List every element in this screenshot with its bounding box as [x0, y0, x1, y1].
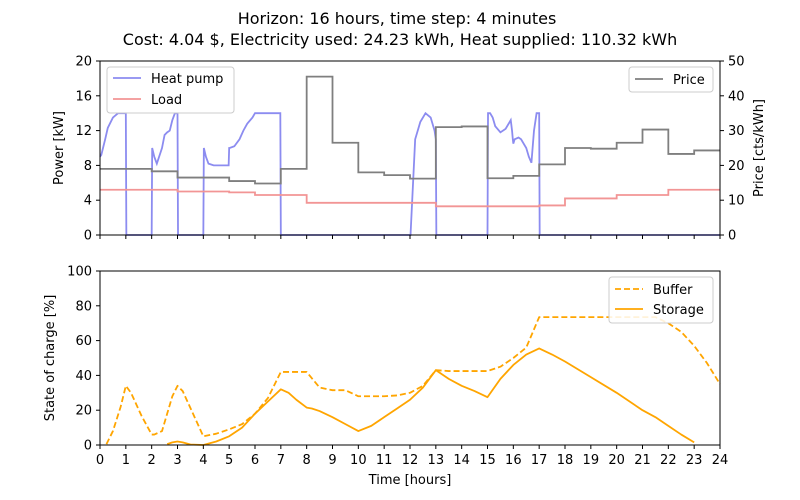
x-tick-label: 17	[531, 453, 548, 468]
legend-label: Price	[673, 73, 705, 88]
chart-title-line2: Cost: 4.04 $, Electricity used: 24.23 kW…	[123, 30, 677, 49]
x-tick-label: 14	[453, 453, 470, 468]
x-tick-label: 13	[428, 453, 445, 468]
y-axis-label-state-of-charge: State of charge [%]	[43, 295, 58, 422]
series-line-buffer	[105, 316, 721, 445]
x-tick-label: 11	[376, 453, 393, 468]
x-tick-label: 6	[251, 453, 259, 468]
legend-label: Storage	[653, 303, 704, 318]
x-tick-label: 10	[350, 453, 367, 468]
y-tick-label: 40	[75, 369, 92, 384]
y-tick-label-left: 16	[75, 89, 92, 104]
y-axis-label-price: Price [cts/kWh]	[752, 99, 767, 197]
x-tick-label: 8	[303, 453, 311, 468]
y-tick-label: 20	[75, 404, 92, 419]
x-tick-label: 24	[712, 453, 729, 468]
y-tick-label-left: 8	[84, 159, 92, 174]
power-price-axes: 0 4 8 12 16 20 0 10 20 30 40 50 Heat pump Load Price	[75, 55, 744, 244]
x-tick-label: 5	[225, 453, 233, 468]
x-tick-label: 7	[277, 453, 285, 468]
y-tick-label-right: 30	[728, 124, 745, 139]
x-tick-label: 12	[402, 453, 419, 468]
x-tick-label: 9	[328, 453, 336, 468]
y-tick-label: 0	[84, 439, 92, 454]
y-tick-label-left: 4	[84, 194, 92, 209]
y-tick-label-left: 12	[75, 124, 92, 139]
x-tick-label: 1	[122, 453, 130, 468]
x-tick-label: 4	[199, 453, 207, 468]
legend-label: Heat pump	[151, 72, 223, 87]
series-line-price	[100, 75, 720, 185]
y-tick-label-left: 20	[75, 55, 92, 70]
x-tick-label: 15	[479, 453, 496, 468]
x-tick-label: 16	[505, 453, 522, 468]
x-tick-label: 19	[583, 453, 600, 468]
chart-title-line1: Horizon: 16 hours, time step: 4 minutes	[238, 9, 557, 28]
y-tick-label-left: 0	[84, 229, 92, 244]
y-tick-label: 80	[75, 299, 92, 314]
y-axis-label-power: Power [kW]	[52, 111, 67, 185]
x-tick-label: 21	[634, 453, 651, 468]
x-tick-label: 18	[557, 453, 574, 468]
x-tick-label: 0	[96, 453, 104, 468]
y-tick-label: 100	[67, 265, 92, 280]
y-tick-label-right: 20	[728, 159, 745, 174]
y-tick-label-right: 10	[728, 194, 745, 209]
series-line-heat-pump	[99, 111, 720, 236]
legend-box-right	[628, 66, 714, 93]
series-line-load	[100, 188, 720, 208]
x-tick-label: 20	[608, 453, 625, 468]
y-tick-label-right: 0	[728, 229, 736, 244]
y-tick-label-right: 50	[728, 55, 745, 70]
y-tick-label: 60	[75, 334, 92, 349]
legend-label: Buffer	[653, 283, 693, 298]
x-axis-label-time: Time [hours]	[368, 473, 452, 488]
series-line-storage	[166, 347, 695, 446]
x-tick-label: 3	[173, 453, 181, 468]
y-tick-label-right: 40	[728, 89, 745, 104]
x-tick-label: 23	[686, 453, 703, 468]
x-tick-label: 2	[148, 453, 156, 468]
legend-label: Load	[151, 93, 182, 108]
x-tick-label: 22	[660, 453, 677, 468]
